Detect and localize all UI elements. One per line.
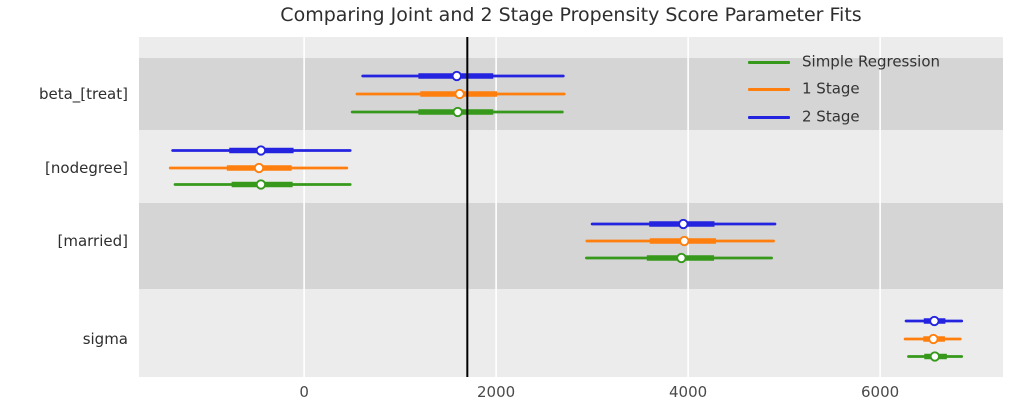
y-axis-label-beta-treat: beta_[treat] bbox=[38, 85, 128, 103]
legend-line-2-stage bbox=[748, 115, 790, 119]
x-tick-label-0: 0 bbox=[299, 383, 309, 401]
point-estimate-beta-treat-1-stage bbox=[454, 88, 465, 100]
row-band-dark-0 bbox=[139, 58, 1003, 130]
row-band-dark-1 bbox=[139, 203, 1003, 289]
x-tick-label-2000: 2000 bbox=[477, 383, 516, 401]
point-estimate-beta-treat-simple-regression bbox=[452, 106, 463, 118]
point-estimate-sigma-1-stage bbox=[928, 333, 939, 345]
y-axis-label-sigma: sigma bbox=[82, 330, 128, 348]
y-axis-label-nodegree: [nodegree] bbox=[45, 159, 128, 177]
point-estimate-nodegree-1-stage bbox=[253, 162, 265, 174]
y-axis-label-married: [married] bbox=[57, 232, 129, 250]
point-estimate-nodegree-simple-regression bbox=[255, 179, 267, 190]
point-estimate-nodegree-2-stage bbox=[255, 145, 267, 156]
legend-line-simple-regression bbox=[748, 60, 790, 64]
legend-label-simple-regression: Simple Regression bbox=[802, 52, 941, 71]
x-tick-label-4000: 4000 bbox=[669, 383, 708, 401]
point-estimate-beta-treat-2-stage bbox=[451, 70, 462, 82]
point-estimate-sigma-simple-regression bbox=[929, 351, 940, 362]
x-tick-label-6000: 6000 bbox=[861, 383, 900, 401]
point-estimate-married-simple-regression bbox=[676, 252, 687, 264]
point-estimate-married-1-stage bbox=[679, 235, 690, 247]
legend-label-2-stage: 2 Stage bbox=[802, 107, 860, 126]
point-estimate-married-2-stage bbox=[678, 218, 689, 230]
legend-line-1-stage bbox=[748, 87, 790, 91]
point-estimate-sigma-2-stage bbox=[929, 315, 940, 327]
chart-title: Comparing Joint and 2 Stage Propensity S… bbox=[280, 4, 862, 26]
legend-label-1-stage: 1 Stage bbox=[802, 79, 860, 98]
